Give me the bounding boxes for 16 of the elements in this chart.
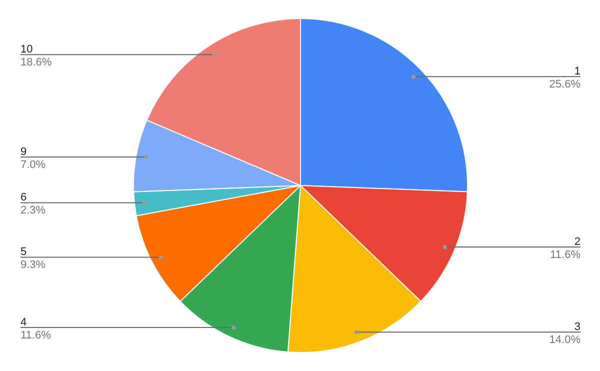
slice-label: 2	[574, 236, 581, 248]
slice-label: 9	[20, 146, 27, 158]
data-label: 9.3%	[20, 259, 46, 272]
slice-label: 10	[20, 44, 33, 56]
data-label: 2.3%	[20, 204, 46, 217]
slice-label: 4	[20, 316, 27, 329]
data-label: 14.0%	[549, 334, 581, 346]
data-label: 11.6%	[20, 330, 52, 342]
slice-label: 5	[20, 246, 27, 258]
data-label: 7.0%	[20, 159, 46, 172]
data-label: 18.6%	[20, 56, 52, 69]
slice-label: 3	[574, 321, 581, 334]
data-label: 11.6%	[550, 248, 581, 261]
slice-label: 1	[574, 66, 581, 78]
data-label: 25.6%	[549, 78, 581, 91]
slice-label: 6	[20, 192, 27, 204]
